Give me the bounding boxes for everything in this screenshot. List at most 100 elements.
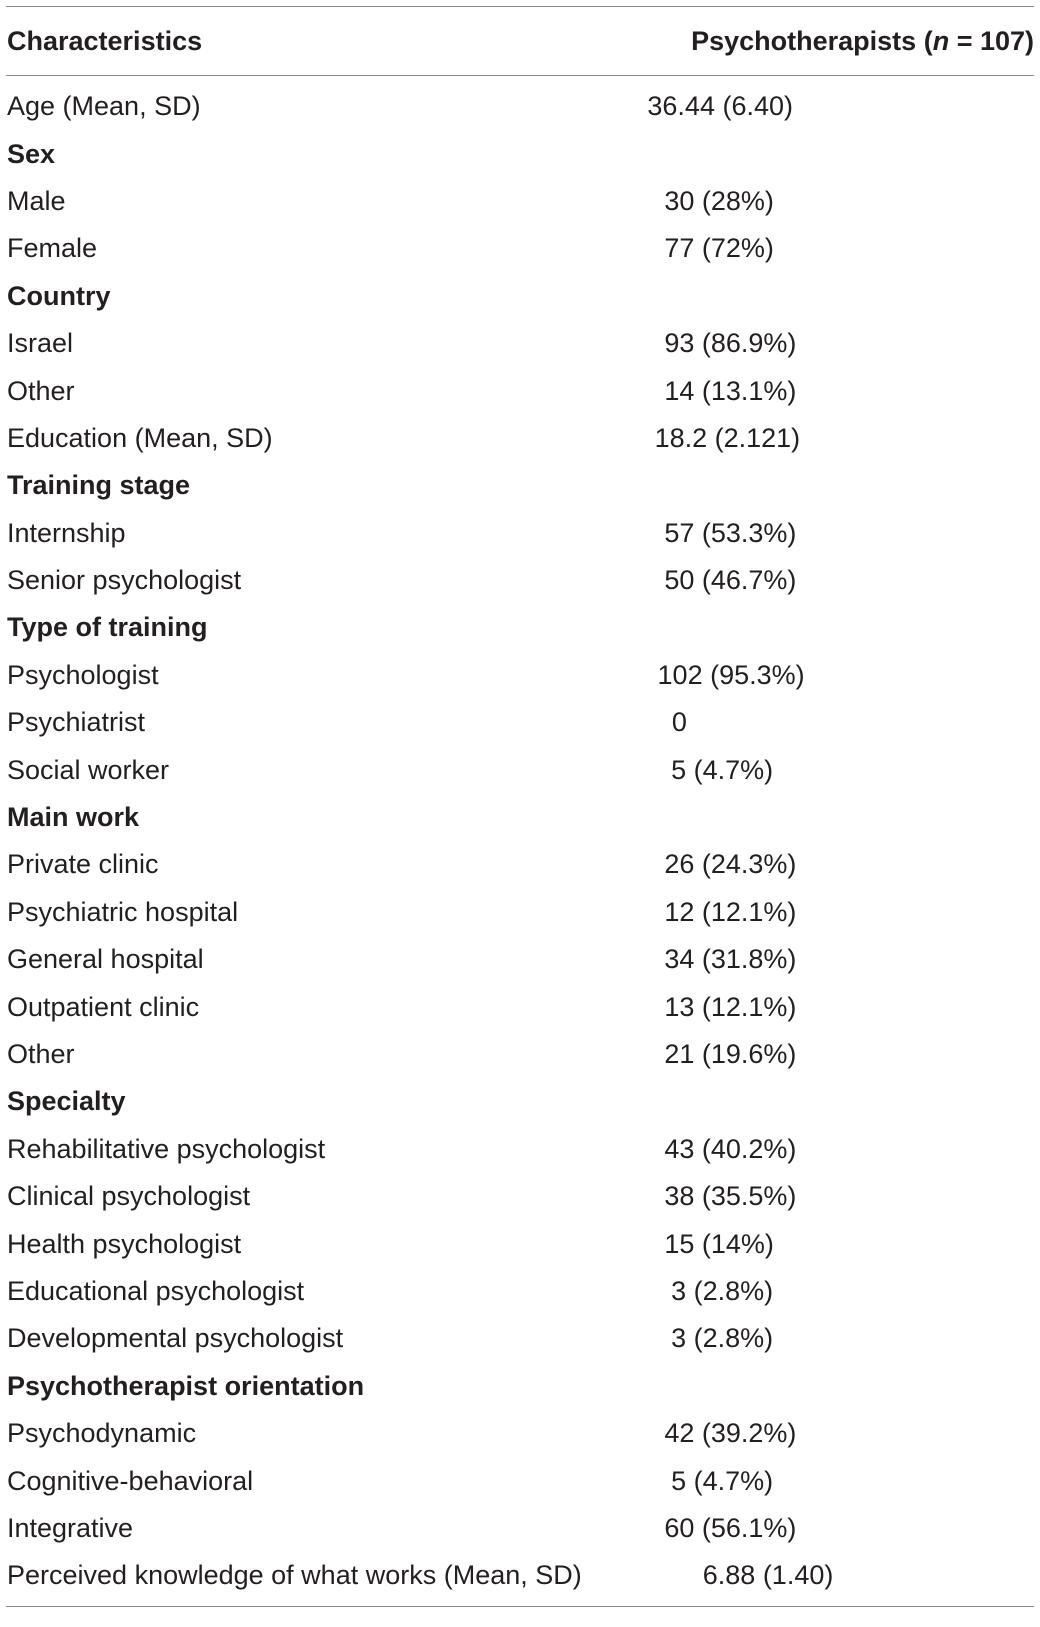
table-top-rule	[6, 6, 1034, 7]
section-heading: Main work	[7, 802, 140, 833]
row-label: Developmental psychologist	[7, 1323, 344, 1354]
section-heading: Type of training	[7, 612, 208, 643]
row-value: 30 (28%)	[664, 185, 774, 216]
row-label: Private clinic	[7, 849, 159, 880]
row-value: 34 (31.8%)	[664, 944, 797, 975]
row-value: 15 (14%)	[664, 1228, 774, 1259]
header-psychotherapists: Psychotherapists (n = 107)	[647, 26, 1034, 57]
row-label: Social worker	[7, 754, 170, 785]
table-row: Educational psychologist 3 (2.8%)	[0, 1268, 1040, 1315]
row-value: 43 (40.2%)	[664, 1133, 797, 1164]
table-row: Psychologist 102 (95.3%)	[0, 652, 1040, 699]
section-heading: Sex	[7, 138, 56, 169]
row-value: 26 (24.3%)	[664, 849, 797, 880]
section-heading-row: Type of training	[0, 604, 1040, 651]
row-value: 21 (19.6%)	[664, 1039, 797, 1069]
table-row: Other 14 (13.1%)	[0, 367, 1040, 414]
row-label: Senior psychologist	[7, 565, 242, 596]
section-heading: Training stage	[7, 470, 191, 501]
table-row: Health psychologist 15 (14%)	[0, 1220, 1040, 1267]
row-value: 102 (95.3%)	[657, 659, 805, 690]
row-label: Psychiatric hospital	[7, 896, 239, 927]
table-row: Female 77 (72%)	[0, 225, 1040, 272]
table-row: Internship 57 (53.3%)	[0, 510, 1040, 557]
row-label: Psychiatrist	[7, 707, 146, 738]
row-label: Cognitive-behavioral	[7, 1465, 254, 1496]
row-label: Clinical psychologist	[7, 1181, 251, 1212]
row-value: 3 (2.8%)	[671, 1323, 774, 1354]
row-label: Education (Mean, SD)	[7, 422, 273, 453]
header-characteristics: Characteristics	[7, 25, 203, 56]
header-suffix: = 107)	[949, 25, 1034, 56]
row-value: 42 (39.2%)	[664, 1418, 797, 1449]
row-value: 12 (12.1%)	[664, 896, 797, 927]
table-row: Cognitive-behavioral 5 (4.7%)	[0, 1457, 1040, 1504]
section-heading: Psychotherapist orientation	[7, 1370, 365, 1401]
section-heading: Country	[7, 280, 111, 311]
header-n: n	[932, 25, 950, 56]
table-row: Israel 93 (86.9%)	[0, 320, 1040, 367]
row-value: 93 (86.9%)	[664, 328, 797, 359]
row-value: 0	[671, 707, 687, 738]
row-value: 50 (46.7%)	[664, 565, 797, 596]
row-value: 5 (4.7%)	[671, 754, 774, 785]
table-row: Psychodynamic 42 (39.2%)	[0, 1410, 1040, 1457]
row-label: Outpatient clinic	[7, 991, 200, 1022]
row-label: Rehabilitative psychologist	[7, 1133, 326, 1164]
row-label: Israel	[7, 328, 74, 359]
row-label: Female	[7, 233, 98, 264]
row-label: Male	[7, 185, 66, 216]
table-row: Outpatient clinic 13 (12.1%)	[0, 983, 1040, 1030]
table-row: General hospital 34 (31.8%)	[0, 936, 1040, 983]
row-label: Perceived knowledge of what works (Mean,…	[7, 1560, 582, 1591]
table-bottom-rule	[6, 1605, 1034, 1607]
table-row: Perceived knowledge of what works (Mean,…	[0, 1552, 1040, 1599]
row-label: General hospital	[7, 944, 204, 975]
row-value: 13 (12.1%)	[664, 991, 797, 1022]
table-row: Age (Mean, SD) 36.44 (6.40)	[0, 83, 1040, 130]
table-body: Age (Mean, SD) 36.44 (6.40) Sex Male 30 (28%…	[0, 76, 1040, 1606]
section-heading-row: Psychotherapist orientation	[0, 1363, 1040, 1410]
table-row: Private clinic 26 (24.3%)	[0, 841, 1040, 888]
row-value: 6.88 (1.40)	[702, 1560, 834, 1591]
row-label: Other	[7, 375, 75, 406]
table-row: Clinical psychologist 38 (35.5%)	[0, 1173, 1040, 1220]
row-value: 3 (2.8%)	[671, 1275, 774, 1306]
row-label: Psychodynamic	[7, 1418, 197, 1449]
table-row: Senior psychologist 50 (46.7%)	[0, 557, 1040, 604]
section-heading-row: Training stage	[0, 462, 1040, 509]
row-label: Internship	[7, 517, 126, 548]
row-label: Other	[7, 1039, 75, 1069]
table-row: Integrative 60 (56.1%)	[0, 1505, 1040, 1552]
row-value: 14 (13.1%)	[664, 375, 797, 406]
section-heading-row: Sex	[0, 130, 1040, 177]
characteristics-table: Characteristics Psychotherapists (n = 10…	[0, 6, 1040, 1607]
row-value: 77 (72%)	[664, 233, 774, 264]
row-value: 18.2 (2.121)	[654, 422, 801, 453]
table-row: Psychiatrist 0	[0, 699, 1040, 746]
section-heading: Specialty	[7, 1086, 126, 1117]
row-label: Integrative	[7, 1512, 134, 1543]
table-row: Psychiatric hospital 12 (12.1%)	[0, 889, 1040, 936]
row-value: 38 (35.5%)	[664, 1181, 797, 1212]
table-row: Developmental psychologist 3 (2.8%)	[0, 1315, 1040, 1362]
section-heading-row: Specialty	[0, 1078, 1040, 1125]
section-heading-row: Main work	[0, 794, 1040, 841]
table-row: Male 30 (28%)	[0, 178, 1040, 225]
table-row: Other 21 (19.6%)	[0, 1031, 1040, 1078]
table-header: Characteristics Psychotherapists (n = 10…	[0, 7, 1040, 75]
table-row: Education (Mean, SD) 18.2 (2.121)	[0, 415, 1040, 462]
row-label: Psychologist	[7, 659, 159, 690]
row-label: Health psychologist	[7, 1228, 242, 1259]
row-value: 5 (4.7%)	[671, 1465, 774, 1496]
row-value: 36.44 (6.40)	[647, 91, 793, 122]
table-row: Social worker 5 (4.7%)	[0, 746, 1040, 793]
row-value: 57 (53.3%)	[664, 517, 797, 548]
row-value: 60 (56.1%)	[664, 1512, 797, 1543]
header-prefix: Psychotherapists (	[691, 25, 933, 56]
table-row: Rehabilitative psychologist 43 (40.2%)	[0, 1126, 1040, 1173]
row-label: Educational psychologist	[7, 1275, 305, 1306]
table-header-rule	[6, 75, 1034, 76]
section-heading-row: Country	[0, 273, 1040, 320]
row-label: Age (Mean, SD)	[7, 91, 201, 122]
